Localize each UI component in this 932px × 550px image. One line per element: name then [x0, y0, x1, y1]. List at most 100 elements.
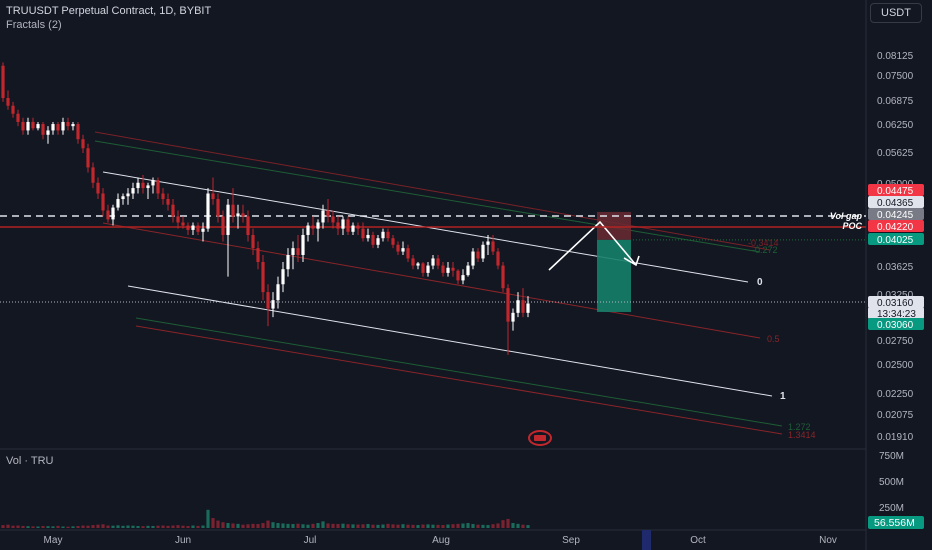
price-tick-label: 0.02075: [877, 410, 914, 421]
time-tick-label: Jun: [175, 535, 191, 546]
candle-body: [276, 284, 280, 301]
volume-bar: [211, 518, 215, 528]
volume-bar: [411, 524, 415, 528]
projection-arrowhead: [623, 255, 640, 267]
candle-body: [316, 222, 320, 229]
volume-bar: [496, 523, 500, 528]
volume-tick-label: 500M: [879, 477, 904, 488]
price-tag: 0.04025: [868, 233, 924, 246]
candle-body: [151, 180, 155, 186]
channel-line-1272: [135, 317, 783, 427]
volume-bar: [86, 525, 90, 528]
volume-bar: [431, 524, 435, 528]
candle-body: [221, 216, 225, 235]
candle-body: [346, 219, 350, 232]
candle-body: [371, 234, 375, 245]
volume-bar: [501, 520, 505, 528]
candle-body: [31, 121, 35, 129]
volume-bar: [46, 526, 50, 528]
candle-body: [376, 238, 380, 245]
volume-bar: [301, 524, 305, 528]
candle-body: [281, 269, 285, 285]
candle-body: [246, 216, 250, 235]
channel-line-05: [102, 222, 761, 339]
fib-label: -0.272: [752, 245, 778, 255]
candle-body: [46, 130, 50, 135]
volume-bar: [241, 524, 245, 528]
time-tick-label: Oct: [690, 535, 706, 546]
volume-bar: [271, 522, 275, 528]
candle-body: [321, 210, 325, 223]
volume-bar: [451, 524, 455, 528]
candle-body: [81, 139, 85, 149]
volume-bar: [206, 509, 210, 528]
volume-bar: [16, 525, 20, 528]
poc-label: POC: [842, 221, 862, 231]
volume-bar: [441, 525, 445, 528]
candle-body: [191, 225, 195, 230]
price-tick-label: 0.06875: [877, 96, 914, 107]
currency-button[interactable]: USDT: [870, 3, 922, 23]
price-tick-label: 0.07500: [877, 71, 914, 82]
projection-path: [548, 220, 637, 271]
candle-body: [136, 182, 140, 189]
price-tag-bg: [868, 208, 924, 220]
volume-bar: [366, 524, 370, 528]
volume-bar: [251, 523, 255, 528]
candle-body: [436, 258, 440, 266]
candle-body: [211, 193, 215, 200]
candle-body: [116, 199, 120, 208]
volume-bar: [316, 523, 320, 528]
candle-body: [176, 216, 180, 223]
candle-body: [86, 148, 90, 168]
volume-bar: [371, 524, 375, 528]
price-tick-label: 0.03250: [877, 290, 914, 301]
candle-body: [106, 210, 110, 220]
price-tick-label: 0.06250: [877, 120, 914, 131]
volume-bar: [386, 523, 390, 528]
fib-label: 1: [780, 391, 786, 402]
indicator-legend[interactable]: Fractals (2): [6, 19, 62, 31]
volume-bar: [331, 523, 335, 528]
volume-bar: [126, 525, 130, 528]
volume-tick-label: 750M: [879, 451, 904, 462]
candles: [1, 62, 530, 355]
price-tag-bg: [868, 184, 924, 196]
fib-label: 1.3414: [788, 430, 816, 440]
volume-legend[interactable]: Vol · TRU: [6, 455, 54, 467]
candle-body: [476, 251, 480, 259]
candle-body: [426, 265, 430, 273]
candle-body: [181, 222, 185, 226]
candle-body: [126, 193, 130, 197]
volume-bar: [231, 523, 235, 528]
candle-body: [461, 275, 465, 281]
price-tag: 0.04220: [868, 220, 924, 233]
volume-bar: [461, 523, 465, 528]
volume-bar: [31, 526, 35, 528]
channel-line-13414: [135, 325, 783, 435]
volume-bar: [101, 524, 105, 528]
candle-body: [66, 121, 70, 127]
volume-bar: [131, 525, 135, 528]
time-tick-label: May: [44, 535, 63, 546]
price-tick-label: 0.01910: [877, 432, 914, 443]
candle-body: [516, 300, 520, 313]
volume-bar: [456, 523, 460, 528]
candle-body: [451, 267, 455, 271]
price-tick-label: 0.05625: [877, 148, 914, 159]
volume-bar: [141, 526, 145, 528]
volume-bar: [336, 524, 340, 528]
candle-body: [111, 207, 115, 220]
candle-body: [166, 199, 170, 205]
volume-bar: [26, 526, 30, 528]
volume-tag: 56.556M: [868, 516, 924, 529]
volume-bar: [306, 524, 310, 528]
price-tag-bg: [868, 233, 924, 245]
candle-body: [506, 288, 510, 322]
candle-body: [216, 199, 220, 217]
volume-bar: [1, 525, 5, 528]
event-badge-inner: [534, 435, 546, 441]
candle-body: [396, 244, 400, 252]
volume-bar: [356, 524, 360, 528]
